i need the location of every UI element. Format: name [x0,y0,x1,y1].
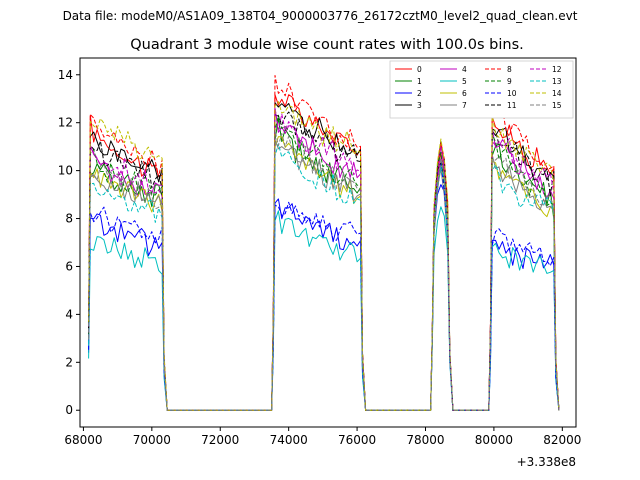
series-line-9 [88,114,560,411]
y-tick-label: 14 [58,68,73,82]
y-tick-label: 8 [65,212,73,226]
legend-label-13: 13 [552,77,562,86]
series-line-1 [88,117,560,411]
series-line-0 [88,94,560,411]
series-line-4 [88,107,560,411]
x-tick-label: 74000 [270,433,308,447]
legend-label-9: 9 [507,77,512,86]
series-line-3 [88,102,560,411]
y-tick-label: 12 [58,116,73,130]
series-line-12 [88,107,560,411]
legend-label-4: 4 [462,65,467,74]
series-line-5 [88,206,560,411]
y-tick-label: 2 [65,355,73,369]
series-line-7 [88,139,560,411]
y-tick-label: 6 [65,259,73,273]
x-tick-label: 70000 [133,433,171,447]
series-line-14 [88,101,560,411]
x-tick-label: 76000 [338,433,376,447]
series-line-13 [88,143,560,411]
series-line-15 [88,129,560,411]
legend-label-8: 8 [507,65,512,74]
series-line-11 [88,111,560,411]
plot-frame [79,57,577,428]
legend-label-5: 5 [462,77,467,86]
y-tick-label: 4 [65,307,73,321]
x-tick-label: 80000 [475,433,513,447]
x-offset-label: +3.338e8 [517,455,576,469]
y-tick-label: 10 [58,164,73,178]
legend-label-14: 14 [552,89,562,98]
x-axis: 68000 70000 72000 74000 76000 78000 80000 82000 [64,427,581,447]
chart-title: Quadrant 3 module wise count rates with … [130,37,524,53]
x-tick-label: 68000 [64,433,102,447]
y-tick-label: 0 [65,403,73,417]
legend-label-15: 15 [552,101,562,110]
legend-label-0: 0 [417,65,422,74]
series-line-10 [88,161,560,411]
legend-label-11: 11 [507,101,517,110]
x-tick-label: 72000 [201,433,239,447]
x-tick-label: 78000 [406,433,444,447]
legend-label-7: 7 [462,101,467,110]
x-tick-label: 82000 [543,433,581,447]
legend-frame [389,60,574,119]
legend-label-6: 6 [462,89,467,98]
plot-lines [88,75,560,411]
legend-label-1: 1 [417,77,422,86]
suptitle: Data file: modeM0/AS1A09_138T04_90000037… [63,9,578,23]
legend-label-10: 10 [507,89,517,98]
y-axis: 0 2 4 6 8 10 12 14 [58,68,80,417]
legend-label-12: 12 [552,65,562,74]
legend-label-2: 2 [417,89,422,98]
series-line-8 [88,75,560,411]
series-line-2 [88,184,560,411]
legend-label-3: 3 [417,101,422,110]
